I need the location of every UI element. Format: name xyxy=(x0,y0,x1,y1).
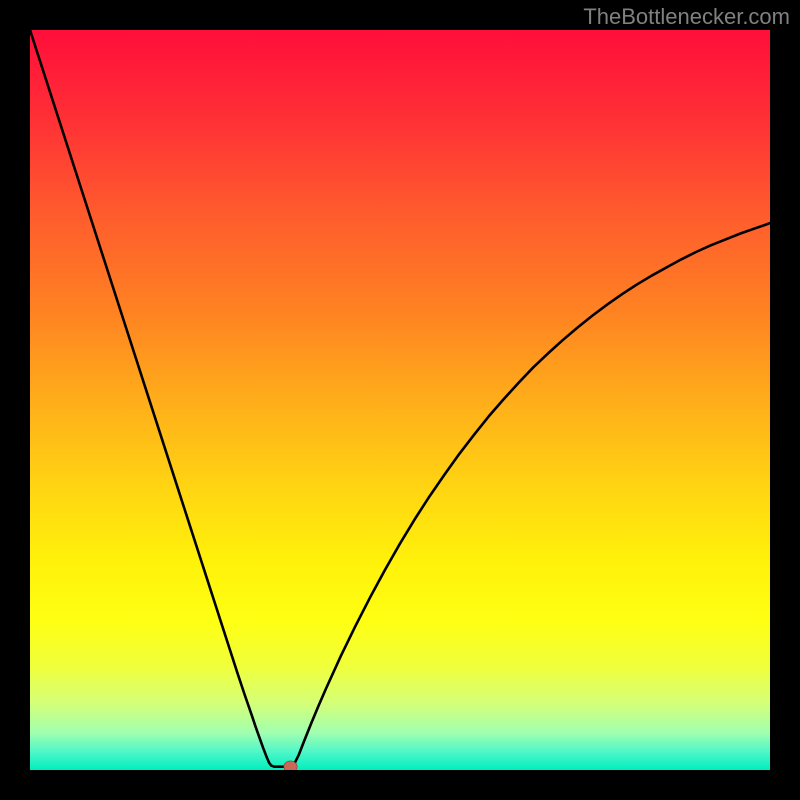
chart-background xyxy=(30,30,770,770)
watermark-text: TheBottlenecker.com xyxy=(583,4,790,30)
chart-container: TheBottlenecker.com xyxy=(0,0,800,800)
optimum-marker xyxy=(284,761,297,770)
chart-svg xyxy=(30,30,770,770)
chart-plot-wrapper xyxy=(30,30,770,770)
